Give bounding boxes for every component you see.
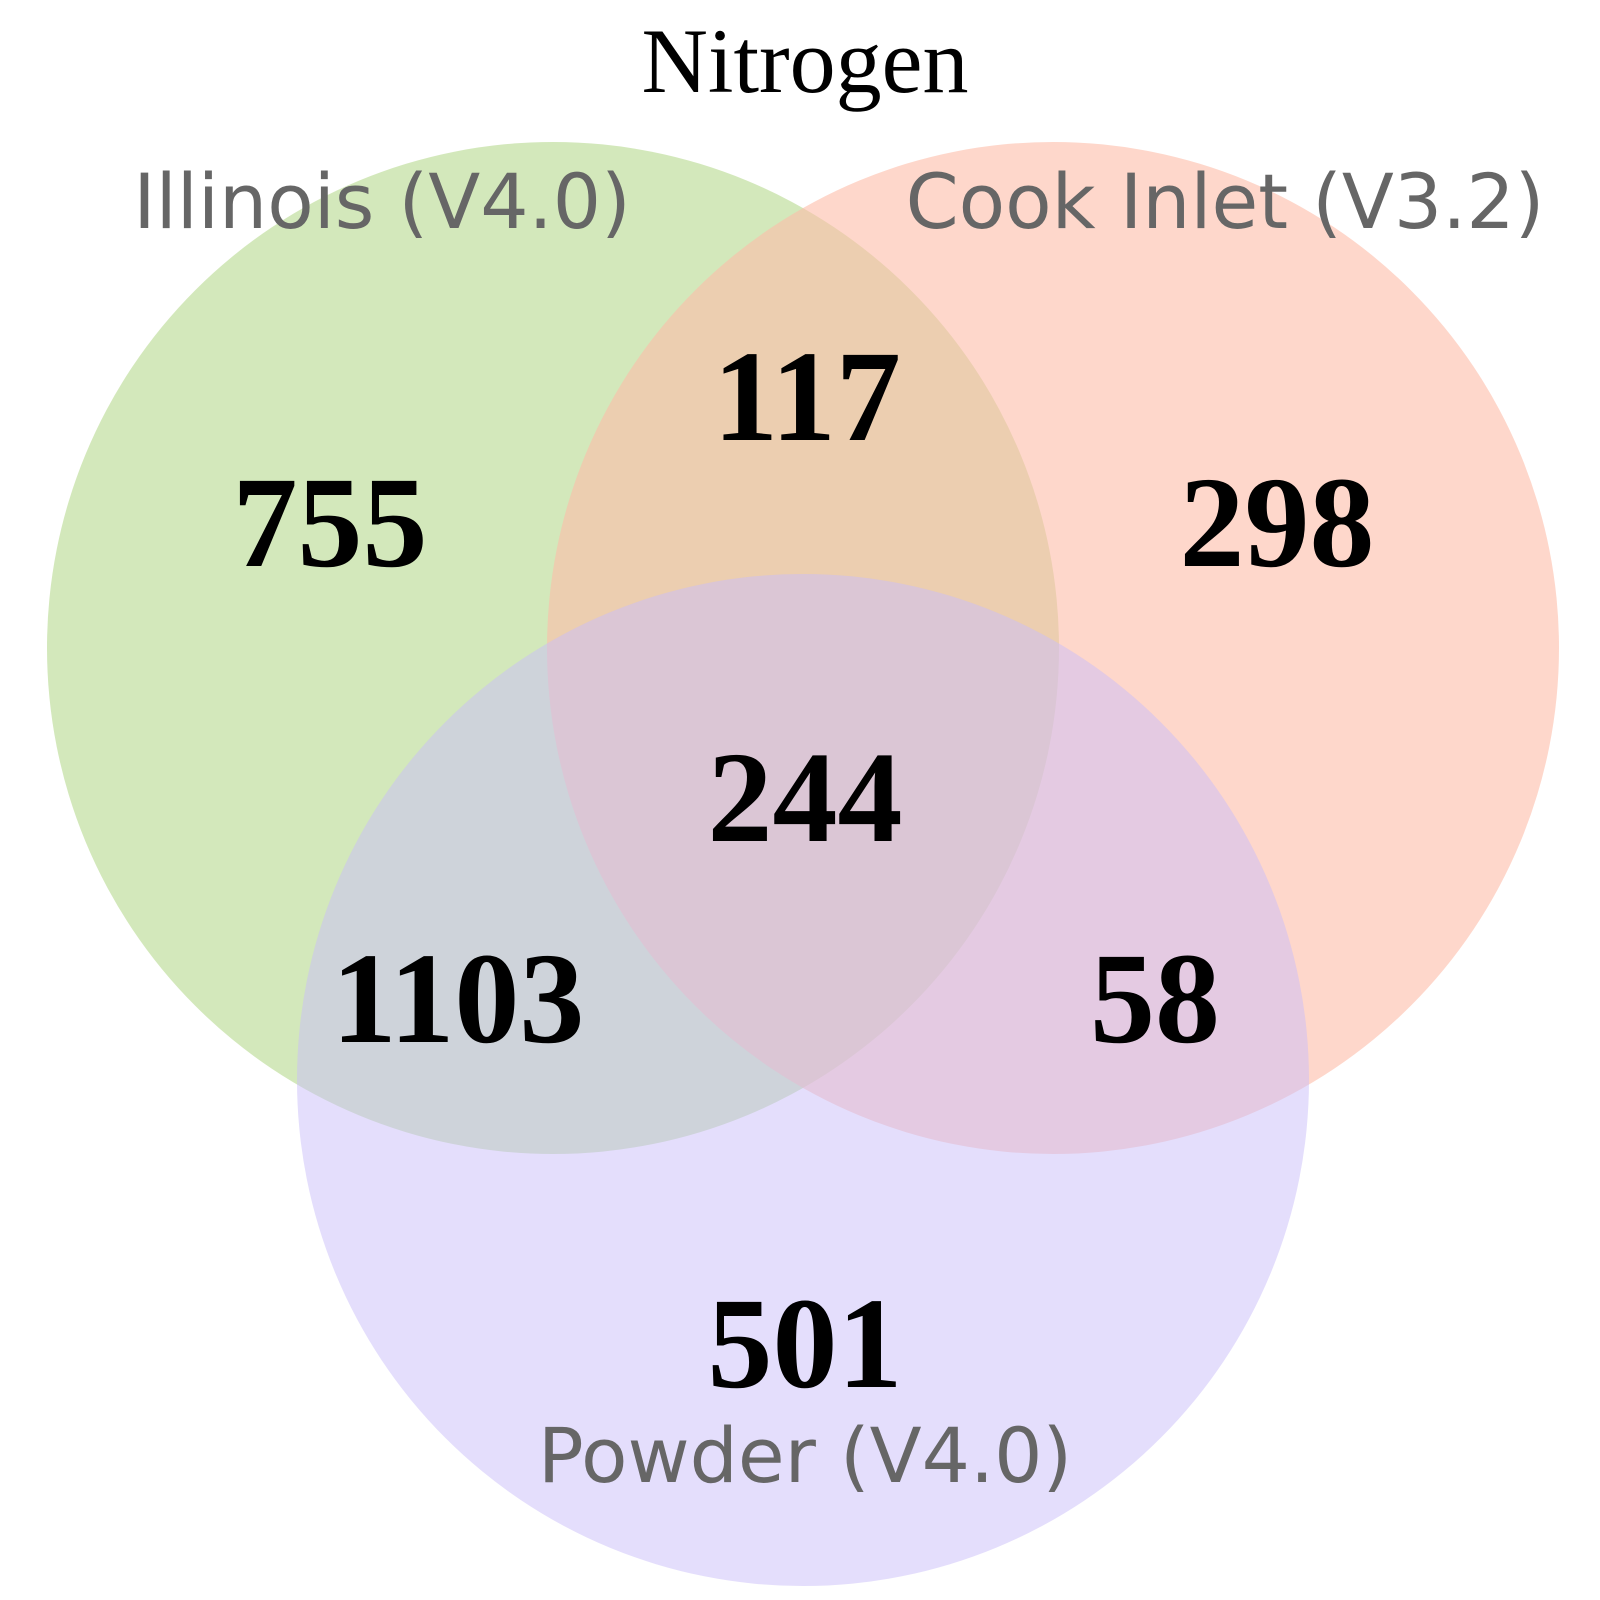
count-illinois-powder: 1103 — [332, 927, 585, 1071]
set-label-illinois: Illinois (V4.0) — [133, 157, 630, 246]
set-circle-powder — [297, 574, 1309, 1586]
count-cook-inlet-powder: 58 — [1090, 927, 1220, 1071]
diagram-title: Nitrogen — [641, 10, 968, 112]
count-all-three: 244 — [708, 726, 903, 870]
count-illinois-only: 755 — [233, 451, 428, 595]
count-illinois-cook-inlet: 117 — [713, 325, 901, 469]
set-label-powder: Powder (V4.0) — [538, 1411, 1072, 1500]
count-cook-inlet-only: 298 — [1180, 451, 1375, 595]
count-powder-only: 501 — [708, 1272, 903, 1416]
set-label-cook: Cook Inlet (V3.2) — [906, 157, 1545, 246]
